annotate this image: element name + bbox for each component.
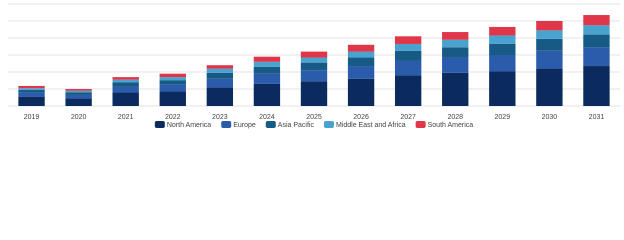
bar-segment (489, 71, 516, 106)
bar-segment (536, 30, 563, 39)
bar-segment (442, 39, 469, 48)
bar-segment (300, 62, 328, 71)
bar-segment (489, 55, 516, 72)
bar-segment (206, 78, 234, 88)
bar-segment (489, 26, 516, 36)
x-tick-label: 2024 (259, 114, 275, 121)
bar-segment (583, 15, 610, 26)
bar-segment (112, 82, 139, 87)
x-tick-label: 2031 (589, 114, 605, 121)
bar-segment (300, 70, 328, 82)
legend-swatch (154, 121, 165, 128)
x-tick-label: 2023 (212, 114, 228, 121)
bar-segment (394, 43, 422, 51)
bar-segment (65, 90, 92, 93)
bar-segment (65, 98, 92, 106)
bar-segment (65, 89, 92, 91)
bar-segment (347, 44, 375, 52)
bar-segment (442, 72, 469, 106)
bar-segment (112, 86, 139, 93)
x-tick-label: 2019 (24, 114, 40, 121)
bar-segment (583, 34, 610, 48)
bar-segment (347, 78, 375, 106)
bar-segment (489, 43, 516, 55)
bar-segment (442, 47, 469, 58)
bar-segment (159, 84, 186, 92)
bar-segment (18, 92, 45, 97)
bar-segment (583, 66, 610, 106)
bar-segment (65, 92, 92, 95)
bar-segment (112, 77, 139, 80)
bar-segment (536, 38, 563, 51)
bar-segment (583, 25, 610, 35)
legend-label: South America (428, 122, 474, 129)
bar-segment (583, 47, 610, 67)
bar-segment (253, 56, 281, 62)
x-tick-label: 2028 (447, 114, 463, 121)
bar-segment (300, 57, 328, 63)
x-tick-label: 2021 (118, 114, 134, 121)
legend: North America Europe Asia Pacific Middle Ea… (154, 121, 474, 129)
bar-segment (253, 73, 281, 84)
bar-segment (489, 35, 516, 44)
x-tick-label: 2030 (542, 114, 558, 121)
x-tick-label: 2020 (71, 114, 87, 121)
bar-segment (18, 85, 45, 89)
legend-label: Asia Pacific (278, 122, 315, 129)
bar-segment (18, 96, 45, 106)
bar-segment (300, 51, 328, 58)
bar-segment (18, 89, 45, 93)
x-tick-label: 2027 (400, 114, 416, 121)
x-tick-label: 2026 (353, 114, 369, 121)
bar-segment (18, 88, 45, 90)
legend-label: North America (167, 122, 211, 129)
bar-segment (65, 94, 92, 99)
bar-segment (206, 65, 234, 69)
x-tick-label: 2029 (495, 114, 511, 121)
legend-swatch (415, 121, 426, 128)
bar-segment (347, 66, 375, 79)
bar-segment (347, 51, 375, 58)
bar-segment (253, 83, 281, 106)
bar-segment (206, 68, 234, 73)
bar-segment (536, 68, 563, 106)
bar-segment (159, 80, 186, 85)
legend-label: Europe (233, 122, 256, 129)
legend-swatch (265, 121, 276, 128)
legend-label: Middle East and Africa (336, 122, 406, 129)
bar-segment (442, 32, 469, 40)
bar-segment (347, 57, 375, 67)
bar-segment (206, 87, 234, 106)
bar-segment (536, 50, 563, 69)
bar-segment (394, 60, 422, 76)
chart: 2019 2020 2021 2022 2023 2024 2025 2026 2027 2028… (8, 3, 620, 129)
x-tick-label: 2025 (306, 114, 322, 121)
bar-segment (300, 81, 328, 106)
bar-segment (159, 77, 186, 81)
legend-swatch (221, 121, 232, 128)
bar-segment (206, 72, 234, 79)
bar-segment (253, 66, 281, 74)
legend-swatch (323, 121, 334, 128)
bar-segment (253, 61, 281, 67)
bar-segment (442, 57, 469, 73)
bar-segment (159, 73, 186, 78)
bar-segment (112, 79, 139, 83)
bar-segment (112, 92, 139, 106)
bar-segment (394, 75, 422, 106)
x-tick-label: 2022 (165, 114, 181, 121)
bar-segment (536, 21, 563, 31)
bar-segment (394, 50, 422, 61)
bar-segment (159, 91, 186, 106)
bar-segment (394, 36, 422, 44)
